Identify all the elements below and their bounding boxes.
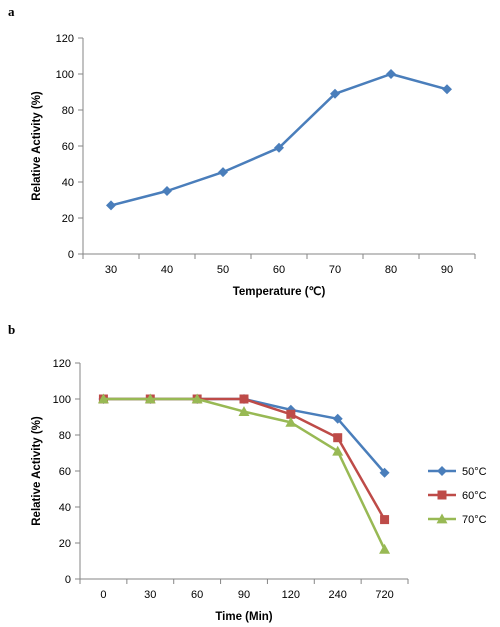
x-tick-label: 90	[441, 264, 453, 276]
x-tick-label: 50	[217, 264, 229, 276]
data-point	[144, 393, 156, 404]
series-line-1	[110, 72, 448, 207]
y-tick-label: 100	[56, 69, 74, 81]
data-point	[380, 515, 390, 525]
legend-label: 60°C	[462, 490, 487, 502]
data-point	[106, 200, 116, 211]
data-point	[239, 394, 249, 404]
data-point	[97, 393, 109, 404]
series-line-3	[103, 397, 386, 550]
x-tick-label: 720	[375, 589, 393, 601]
y-tick-label: 80	[62, 105, 74, 117]
chart-b: 0 20 40 60 80 100 120 0 30 60 90 120 240 720 Time (Min…	[31, 358, 487, 623]
figure-b: b 0 20 40 60 80 100 120 0 30 60 90 120 240 720 Time (M…	[0, 318, 500, 627]
y-tick-label: 100	[53, 394, 71, 406]
data-point	[218, 167, 228, 178]
data-point	[442, 84, 452, 95]
chart-a: 0 20 40 60 80 100 120 30 40 50 60 70 80 90 Temperature…	[31, 33, 476, 298]
x-tick-label: 60	[273, 264, 285, 276]
x-tick-label: 90	[238, 589, 250, 601]
data-point	[238, 406, 250, 416]
data-point	[274, 142, 284, 153]
y-tick-label: 0	[65, 574, 71, 586]
y-axis-title: Relative Activity (%)	[31, 416, 43, 526]
y-tick-label: 80	[59, 430, 71, 442]
x-tick-label: 240	[329, 589, 347, 601]
x-tick-label: 0	[100, 589, 106, 601]
x-tick-label: 60	[191, 589, 203, 601]
y-tick-label: 120	[56, 33, 74, 45]
y-tick-label: 60	[62, 141, 74, 153]
y-tick-label: 0	[68, 249, 74, 261]
data-point	[332, 413, 343, 424]
data-point	[162, 186, 172, 196]
data-point	[285, 416, 297, 427]
data-point	[286, 409, 296, 419]
x-tick-label: 80	[385, 264, 397, 276]
legend-marker	[436, 513, 448, 524]
data-point	[333, 433, 343, 443]
data-point	[386, 69, 396, 79]
legend-label: 70°C	[462, 514, 487, 526]
y-tick-label: 40	[62, 177, 74, 189]
x-axis-title: Temperature (℃)	[233, 285, 326, 298]
legend-marker	[437, 466, 447, 476]
y-axis-title: Relative Activity (%)	[31, 91, 43, 201]
data-point	[332, 445, 344, 456]
data-point	[330, 88, 340, 99]
x-tick-label: 120	[282, 589, 300, 601]
data-point	[379, 543, 391, 554]
figure-a: a 0 20 40 60 80 100 120 30 40 50 60 70 80 90 Temperatu…	[0, 0, 500, 312]
panel-label-b: b	[8, 322, 16, 337]
x-tick-label: 70	[329, 264, 341, 276]
x-tick-label: 30	[105, 264, 117, 276]
y-tick-label: 40	[59, 502, 71, 514]
y-tick-label: 20	[59, 538, 71, 550]
data-point	[379, 467, 390, 478]
x-axis-title: Time (Min)	[215, 611, 272, 623]
y-tick-label: 120	[53, 358, 71, 370]
data-point	[191, 393, 203, 404]
legend-marker	[437, 490, 447, 500]
legend-label: 50°C	[462, 466, 487, 478]
panel-label-a: a	[8, 4, 15, 19]
x-tick-label: 40	[161, 264, 173, 276]
y-tick-label: 20	[62, 213, 74, 225]
y-tick-label: 60	[59, 466, 71, 478]
x-tick-label: 30	[144, 589, 156, 601]
